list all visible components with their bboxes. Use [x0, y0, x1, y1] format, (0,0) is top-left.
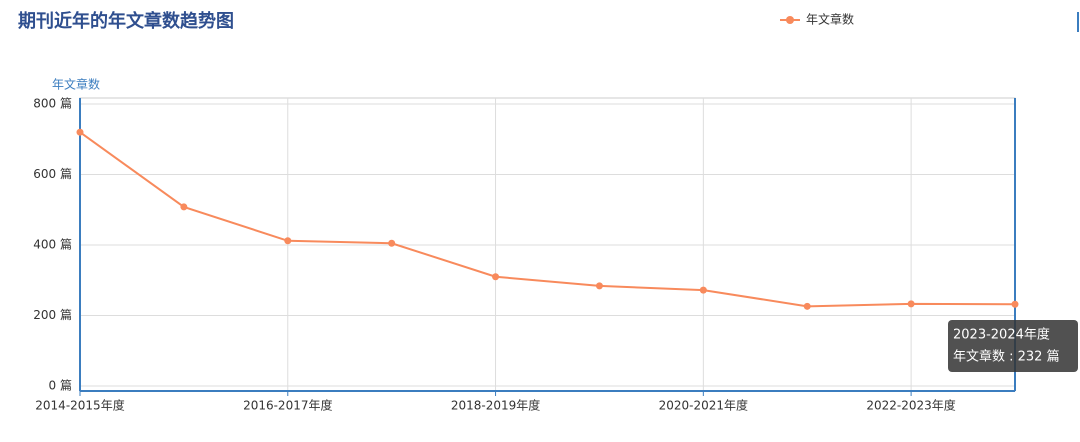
- point: [284, 237, 292, 245]
- point: [180, 203, 188, 211]
- y-axis-title: 年文章数: [52, 77, 100, 92]
- tooltip-title: 2023-2024年度: [953, 327, 1050, 343]
- y-tick-label: 0 篇: [49, 378, 72, 393]
- y-tick-label: 400 篇: [33, 237, 72, 252]
- x-tick-label: 2016-2017年度: [243, 398, 332, 413]
- point: [595, 282, 603, 290]
- x-tick-label: 2020-2021年度: [659, 398, 748, 413]
- point: [907, 300, 915, 308]
- point: [492, 273, 500, 281]
- chart-title: 期刊近年的年文章数趋势图: [18, 10, 234, 32]
- legend-marker: [786, 16, 794, 24]
- x-tick-label: 2022-2023年度: [866, 398, 955, 413]
- point: [699, 286, 707, 294]
- line: [79, 131, 1016, 308]
- x-tick-label: 2014-2015年度: [35, 398, 124, 413]
- tooltip-text: 年文章数 : 232 篇: [953, 349, 1060, 365]
- point: [1011, 300, 1019, 308]
- point: [76, 128, 84, 136]
- y-tick-label: 600 篇: [33, 166, 72, 181]
- tooltip-box: [948, 320, 1078, 372]
- y-tick-label: 200 篇: [33, 307, 72, 322]
- legend-label: 年文章数: [806, 12, 854, 27]
- point: [388, 239, 396, 247]
- point: [803, 302, 811, 310]
- x-tick-label: 2018-2019年度: [451, 398, 540, 413]
- y-tick-label: 800 篇: [33, 96, 72, 111]
